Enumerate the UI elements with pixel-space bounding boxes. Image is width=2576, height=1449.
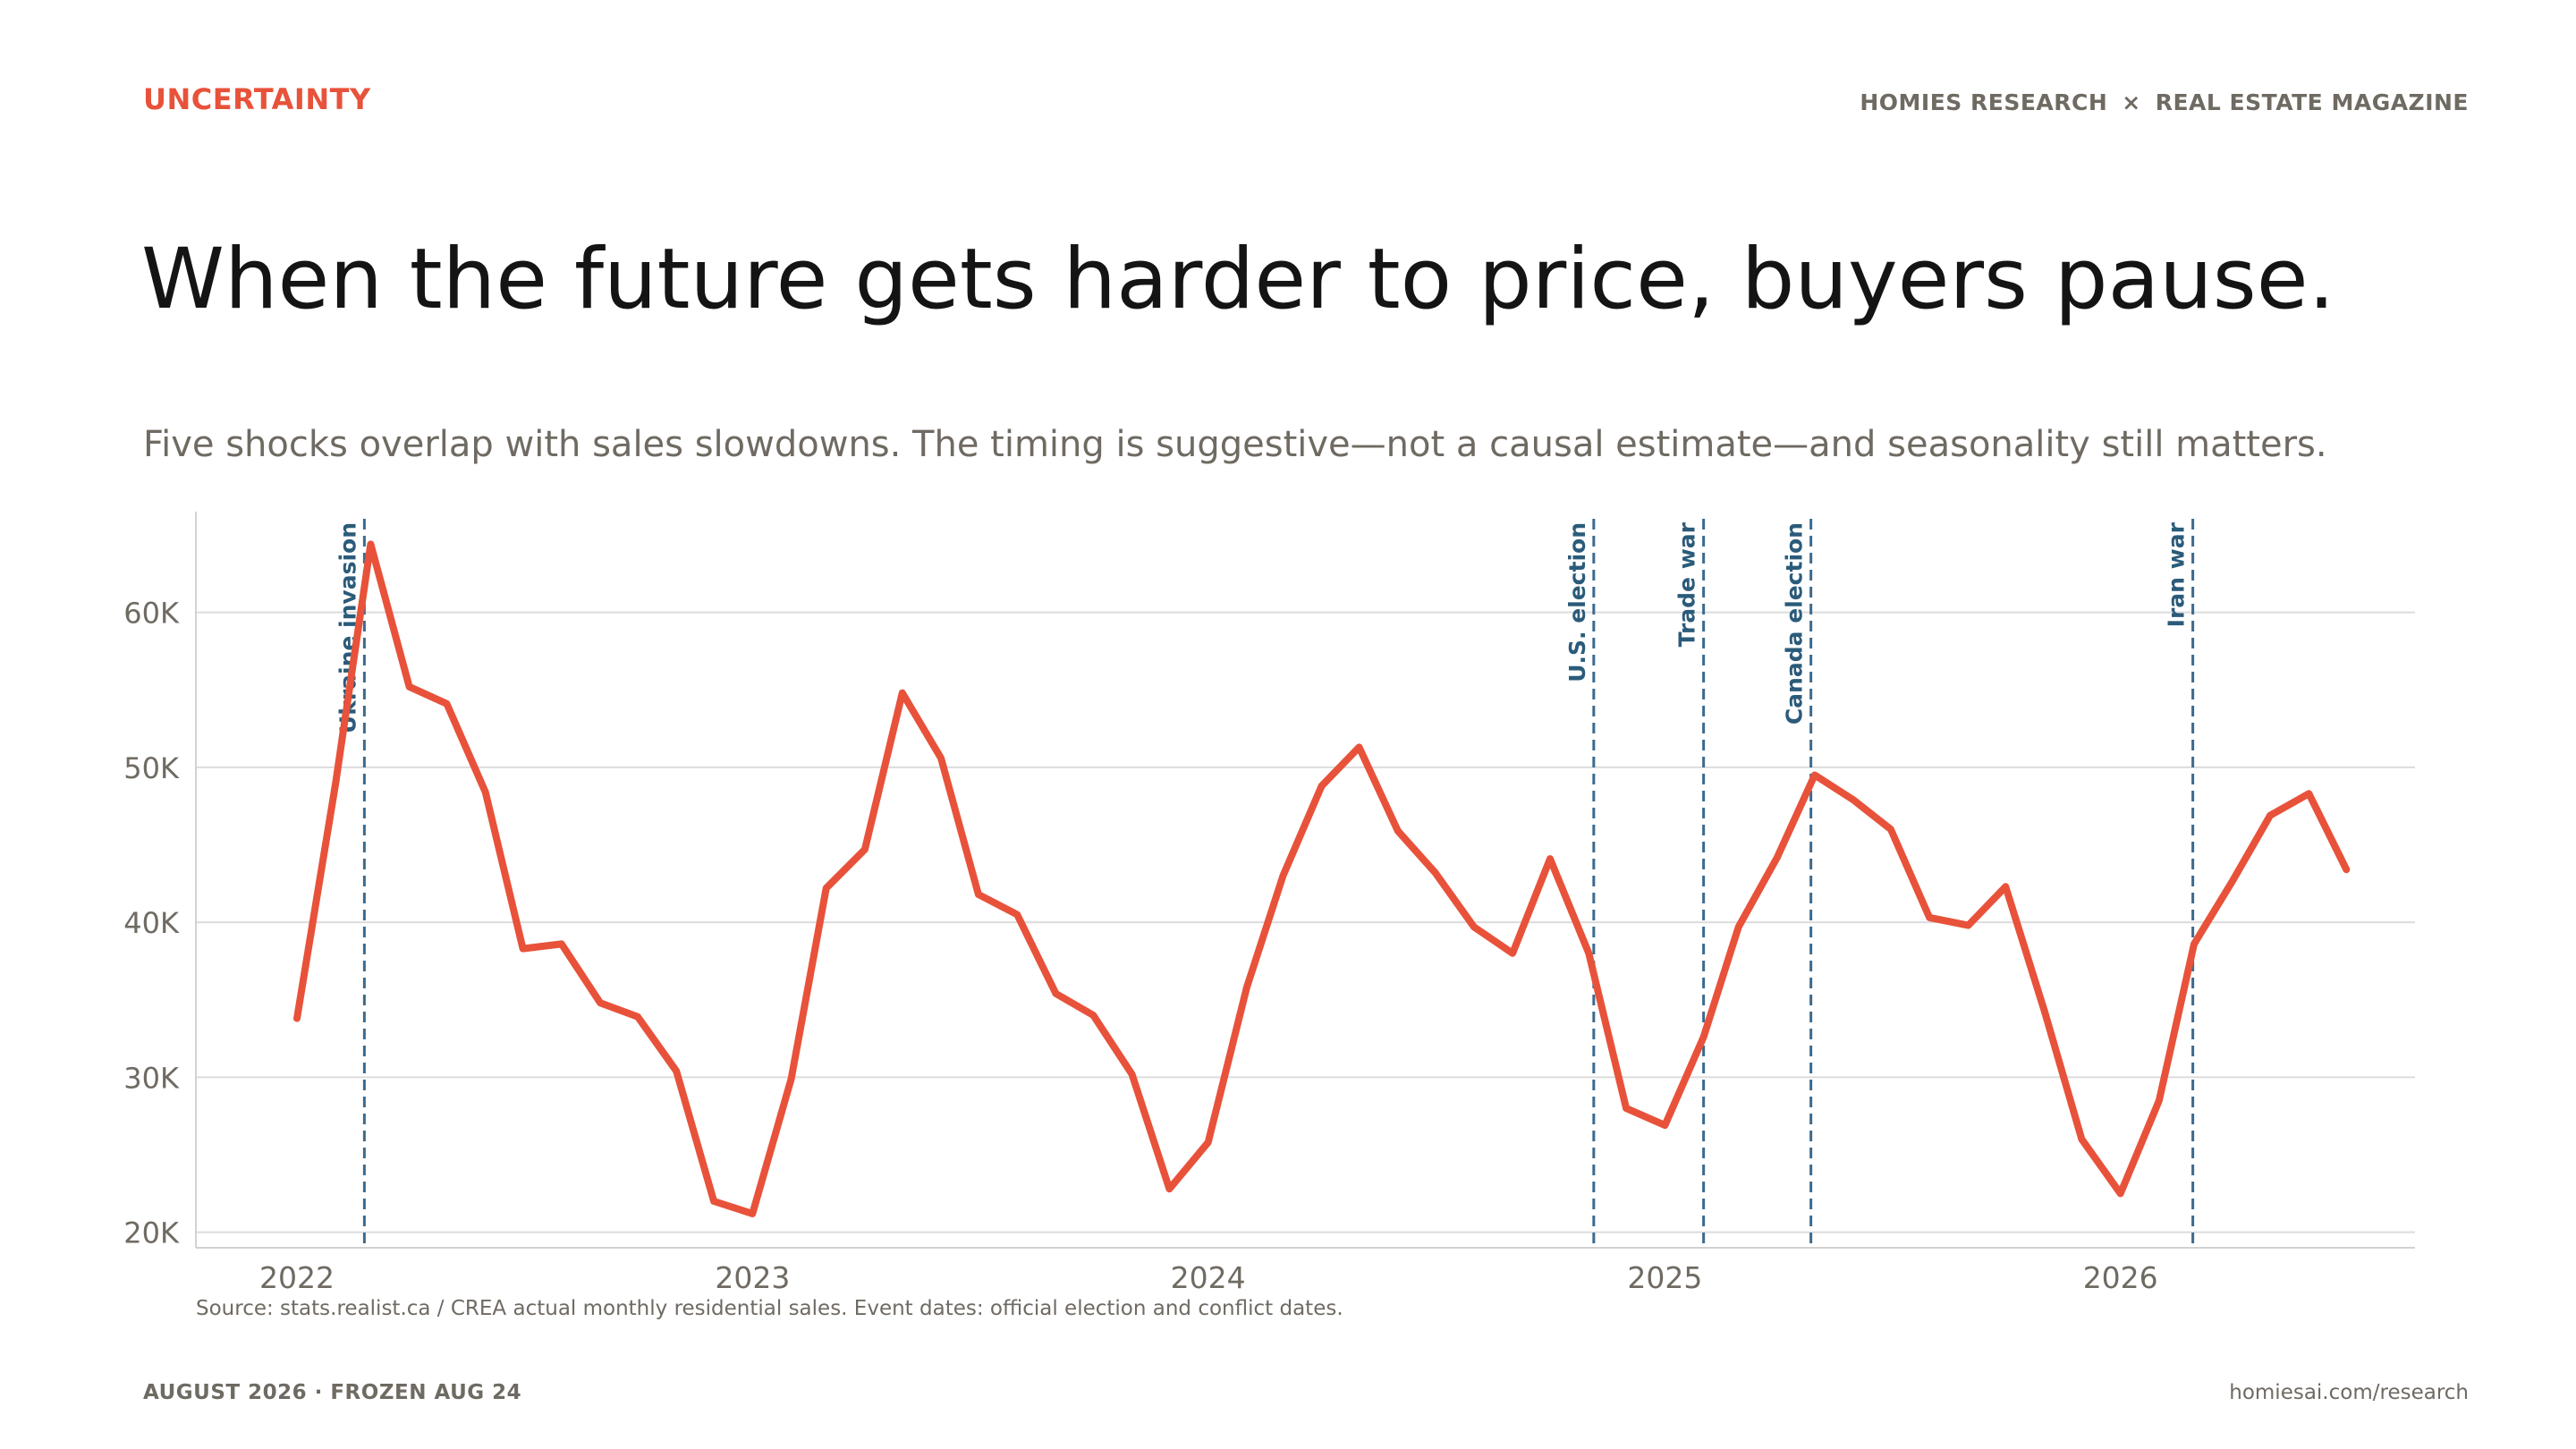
data-point <box>861 846 869 853</box>
data-point <box>2190 940 2198 947</box>
data-point <box>1394 827 1402 835</box>
x-tick-label: 2025 <box>1627 1260 1702 1295</box>
data-point <box>673 1067 680 1074</box>
data-point <box>710 1198 717 1205</box>
brand-left: HOMIES RESEARCH <box>1860 89 2108 115</box>
brand-lockup: HOMIES RESEARCH × REAL ESTATE MAGAZINE <box>1860 89 2469 115</box>
data-point <box>558 940 565 947</box>
x-tick-label: 2026 <box>2083 1260 2158 1295</box>
data-point <box>1774 853 1781 860</box>
data-point <box>2156 1097 2163 1104</box>
data-point <box>2229 877 2236 884</box>
data-point <box>788 1075 795 1082</box>
data-point <box>2267 812 2274 819</box>
source-note: Source: stats.realist.ca / CREA actual m… <box>196 1297 1343 1320</box>
data-point <box>1926 914 1933 921</box>
data-point <box>1205 1139 1212 1146</box>
series-line <box>293 540 2351 1217</box>
data-point <box>406 683 413 691</box>
event-label: U.S. election <box>1564 522 1590 682</box>
x-tick-label: 2022 <box>259 1260 335 1295</box>
data-point <box>1964 922 1971 929</box>
y-tick-label: 30K <box>123 1061 180 1095</box>
data-point <box>443 700 450 708</box>
data-point <box>937 754 945 761</box>
data-point <box>1735 923 1742 930</box>
series-layer <box>293 540 2351 1217</box>
y-tick-label: 20K <box>123 1216 180 1250</box>
data-point <box>1089 1012 1097 1019</box>
page-title: When the future gets harder to price, bu… <box>141 231 2335 328</box>
data-point <box>1700 1033 1707 1040</box>
footer-link[interactable]: homiesai.com/research <box>2229 1381 2469 1404</box>
data-point <box>1243 984 1250 991</box>
data-point <box>1129 1071 1136 1078</box>
data-point <box>1356 743 1363 750</box>
section-eyebrow: UNCERTAINTY <box>143 82 371 116</box>
data-point <box>482 789 489 796</box>
data-point <box>975 891 982 898</box>
data-point <box>634 1013 641 1021</box>
data-point <box>1546 855 1554 862</box>
data-point <box>2078 1136 2085 1143</box>
data-point <box>1850 796 1857 803</box>
data-point <box>1811 772 1818 779</box>
data-point <box>1052 990 1059 997</box>
page-subtitle: Five shocks overlap with sales slowdowns… <box>143 424 2327 465</box>
data-point <box>1661 1122 1668 1129</box>
data-point <box>2117 1190 2124 1197</box>
data-point <box>520 945 527 953</box>
data-point <box>2305 790 2312 797</box>
data-point <box>367 540 374 547</box>
data-point <box>293 1015 301 1022</box>
data-point <box>1470 923 1478 930</box>
data-point <box>1432 869 1439 877</box>
data-point <box>1585 950 1592 957</box>
y-tick-label: 40K <box>123 906 180 940</box>
data-point <box>1318 783 1326 790</box>
data-point <box>899 690 906 697</box>
data-point <box>1165 1185 1173 1192</box>
data-point <box>332 779 339 786</box>
data-point <box>823 885 830 892</box>
grid-layer <box>196 611 2415 1233</box>
data-point <box>2041 1007 2048 1014</box>
data-point <box>1279 872 1286 879</box>
brand-separator: × <box>2122 89 2141 115</box>
data-point <box>1887 826 1894 833</box>
event-label: Iran war <box>2164 521 2190 627</box>
x-tick-label: 2023 <box>715 1260 790 1295</box>
data-point <box>749 1210 756 1217</box>
data-point <box>1509 950 1516 957</box>
data-point <box>1623 1105 1630 1112</box>
data-point <box>2343 866 2350 873</box>
brand-right: REAL ESTATE MAGAZINE <box>2155 89 2469 115</box>
y-tick-label: 50K <box>123 751 180 785</box>
data-point <box>2002 883 2009 890</box>
axis-layer: 20K 30K 40K 50K 60K 2022 2023 2024 2025 2026 <box>123 512 2415 1295</box>
x-tick-label: 2024 <box>1171 1260 1246 1295</box>
footer-date: AUGUST 2026 · FROZEN AUG 24 <box>143 1381 522 1404</box>
event-label: Canada election <box>1782 522 1808 724</box>
data-point <box>1013 911 1021 918</box>
event-label: Trade war <box>1674 521 1700 647</box>
data-point <box>597 999 604 1006</box>
y-tick-label: 60K <box>123 597 180 631</box>
